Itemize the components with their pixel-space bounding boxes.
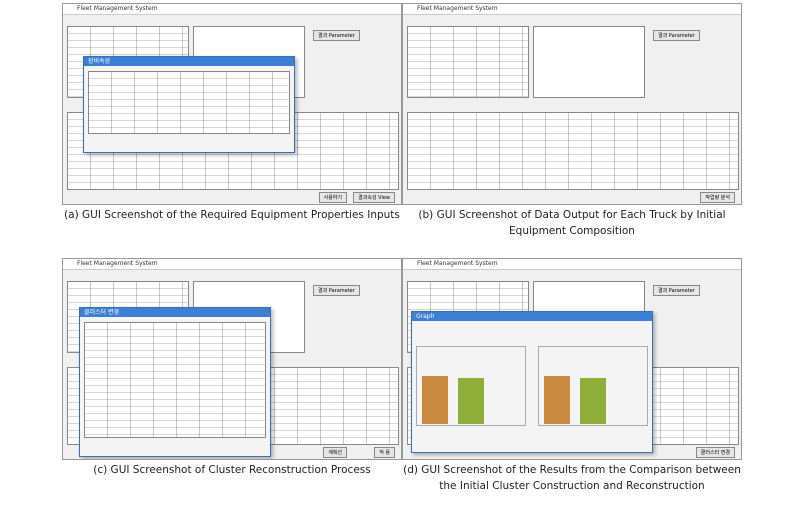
window-title: Fleet Management System (63, 259, 401, 270)
panel: Fleet Management System 결과 Parameter 작업량 분… (402, 3, 742, 237)
caption: Equipment Composition (509, 225, 635, 237)
graph-bar (422, 376, 448, 424)
dialog: 장비속성 (83, 56, 295, 153)
graph-bar (458, 378, 484, 424)
caption: (a) GUI Screenshot of the Required Equip… (64, 209, 400, 221)
button: 결과 Parameter (653, 285, 700, 296)
panel: Fleet Management System 결과 Parameter 결과속성 … (62, 3, 402, 221)
window-title: Fleet Management System (63, 4, 401, 15)
dialog-title: 장비속성 (84, 57, 294, 66)
button: 적 용 (374, 447, 395, 458)
main-table (407, 112, 739, 190)
button: 결과속성 View (353, 192, 395, 203)
button: 결과 Parameter (313, 285, 360, 296)
dialog-table (88, 71, 290, 134)
caption: (d) GUI Screenshot of the Results from t… (403, 464, 741, 476)
button: 결과 Parameter (653, 30, 700, 41)
dialog: Graph (411, 311, 653, 453)
button: 계획선 (323, 447, 347, 458)
dialog-table (84, 322, 266, 438)
graph-bar (580, 378, 606, 424)
app-window: Fleet Management System 결과 Parameter 결과속성 … (62, 3, 402, 205)
info-box (533, 26, 645, 98)
dialog-title: Graph (412, 312, 652, 321)
panel: Fleet Management System 결과 Parameter 적 용 계획… (62, 258, 402, 476)
button: 작업량 분석 (700, 192, 735, 203)
caption: (b) GUI Screenshot of Data Output for Ea… (418, 209, 726, 221)
dialog-title: 클러스터 변경 (80, 308, 270, 317)
chart-frame (416, 346, 526, 426)
window-title: Fleet Management System (403, 4, 741, 15)
window-title: Fleet Management System (403, 259, 741, 270)
caption: (c) GUI Screenshot of Cluster Reconstruc… (93, 464, 371, 476)
button: 결과 Parameter (313, 30, 360, 41)
button: 사용하기 (318, 192, 347, 203)
app-window: Fleet Management System 결과 Parameter 적 용 계획… (62, 258, 402, 460)
graph-bar (544, 376, 570, 424)
caption: the Initial Cluster Construction and Rec… (439, 480, 705, 492)
app-window: Fleet Management System 결과 Parameter 클러스터 … (402, 258, 742, 460)
top-table (407, 26, 529, 98)
panel: Fleet Management System 결과 Parameter 클러스터 … (402, 258, 742, 492)
dialog: 클러스터 변경 (79, 307, 271, 457)
button: 클러스터 변경 (695, 447, 735, 458)
app-window: Fleet Management System 결과 Parameter 작업량 분… (402, 3, 742, 205)
chart-frame (538, 346, 648, 426)
